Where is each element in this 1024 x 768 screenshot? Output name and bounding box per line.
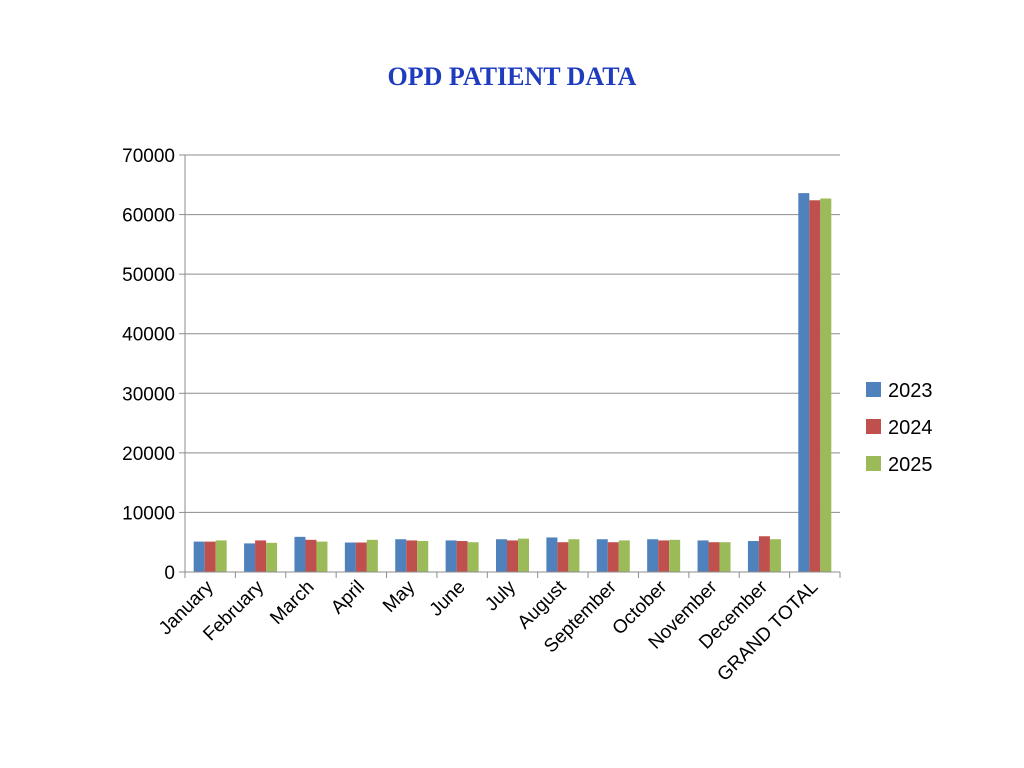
- bar-2025: [316, 541, 328, 572]
- bar-2025: [820, 198, 832, 573]
- bar-2024: [557, 542, 569, 572]
- bar-2024: [607, 542, 619, 572]
- legend-swatch-2023: [866, 382, 881, 397]
- bar-2024: [507, 540, 518, 572]
- bar-2023: [496, 539, 507, 572]
- bar-2024: [758, 536, 770, 572]
- y-tick-label: 40000: [122, 325, 175, 346]
- bar-2025: [669, 539, 681, 572]
- bar-2023: [596, 539, 608, 572]
- bar-2025: [618, 540, 630, 572]
- bar-2023: [445, 540, 457, 572]
- bar-2025: [568, 539, 580, 572]
- legend-label: 2023: [888, 380, 933, 402]
- bar-2023: [546, 537, 558, 572]
- bar-2024: [406, 540, 418, 572]
- bar-2025: [518, 538, 529, 572]
- bar-2024: [658, 540, 670, 572]
- y-tick-label: 60000: [122, 206, 175, 227]
- bar-2024: [204, 541, 216, 572]
- bar-2025: [467, 542, 479, 572]
- bar-2024: [708, 542, 720, 572]
- y-tick-label: 20000: [122, 444, 175, 465]
- legend-swatch-2025: [866, 456, 881, 471]
- legend-swatch-2024: [866, 419, 881, 434]
- y-tick-label: 50000: [122, 265, 175, 286]
- x-tick-label: May: [379, 576, 420, 617]
- bar-2023: [747, 541, 759, 572]
- bar-2023: [798, 193, 810, 572]
- x-tick-label: June: [426, 577, 470, 621]
- axes: [179, 154, 841, 578]
- x-tick-label: July: [481, 576, 520, 615]
- bars: [193, 193, 832, 573]
- bar-2023: [647, 539, 659, 572]
- bar-2025: [769, 539, 781, 572]
- bar-2025: [366, 539, 378, 572]
- y-tick-label: 30000: [122, 384, 175, 405]
- y-tick-label: 0: [164, 563, 175, 584]
- bar-2025: [719, 542, 731, 572]
- y-tick-label: 10000: [122, 503, 175, 524]
- bar-2025: [266, 542, 278, 572]
- y-axis-tick-labels: 0 10000 20000 30000 40000 50000 60000 70000: [122, 146, 175, 584]
- bar-2023: [193, 541, 205, 572]
- gridlines: [185, 154, 840, 513]
- bar-2025: [215, 540, 227, 572]
- bar-2024: [305, 539, 317, 572]
- bar-2024: [809, 200, 821, 572]
- x-tick-label: March: [266, 577, 318, 629]
- bar-2023: [395, 539, 407, 572]
- x-tick-label: April: [327, 577, 369, 619]
- legend: 2023 2024 2025: [866, 380, 933, 476]
- bar-2024: [456, 541, 468, 572]
- legend-label: 2025: [888, 454, 933, 476]
- chart-title: OPD PATIENT DATA: [387, 62, 637, 91]
- bar-2024: [355, 542, 367, 572]
- bar-2023: [344, 542, 356, 572]
- bar-2024: [255, 540, 267, 572]
- bar-2023: [294, 536, 306, 572]
- legend-label: 2024: [888, 417, 933, 439]
- bar-2025: [417, 541, 429, 572]
- bar-2023: [244, 543, 256, 572]
- bar-2023: [697, 540, 709, 572]
- y-tick-label: 70000: [122, 146, 175, 167]
